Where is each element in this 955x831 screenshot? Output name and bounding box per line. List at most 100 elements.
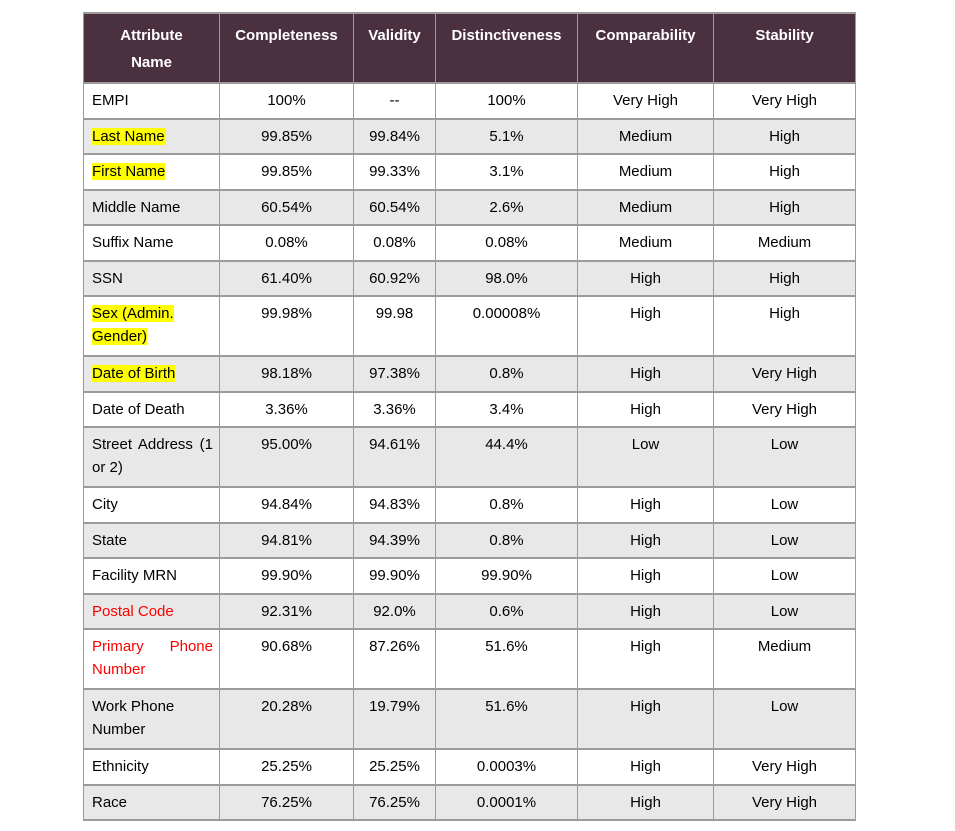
cell-comparability: Very High <box>577 82 714 120</box>
cell-distinctiveness: 0.00008% <box>435 295 578 357</box>
table-row-work-phone-number: Work Phone Number 20.28% 19.79% 51.6% High Lo… <box>83 688 856 750</box>
cell-comparability: High <box>577 486 714 524</box>
cell-validity: 99.84% <box>353 117 436 155</box>
cell-validity: 60.92% <box>353 259 436 297</box>
table-row-first-name: First Name 99.85% 99.33% 3.1% Medium High <box>83 153 856 191</box>
cell-distinctiveness: 0.8% <box>435 521 578 559</box>
cell-comparability: High <box>577 557 714 595</box>
attribute-name-text: Date of Birth <box>92 365 176 382</box>
attribute-name-text: Facility MRN <box>92 567 177 584</box>
cell-completeness: 20.28% <box>219 688 354 750</box>
table-row-middle-name: Middle Name 60.54% 60.54% 2.6% Medium High <box>83 188 856 226</box>
cell-distinctiveness: 100% <box>435 82 578 120</box>
cell-stability: Low <box>713 521 856 559</box>
cell-comparability: High <box>577 688 714 750</box>
attribute-name-text: Primary Phone Number <box>92 638 213 678</box>
table-row-street-address-1-or-2: Street Address (1 or 2) 95.00% 94.61% 44.4%… <box>83 426 856 488</box>
table-row-city: City 94.84% 94.83% 0.8% High Low <box>83 486 856 524</box>
attribute-name-text: Postal Code <box>92 602 174 620</box>
table-row-empi: EMPI 100% -- 100% Very High Very High <box>83 82 856 120</box>
cell-completeness: 95.00% <box>219 426 354 488</box>
cell-attribute-name: Ethnicity <box>83 748 220 786</box>
cell-comparability: High <box>577 259 714 297</box>
cell-completeness: 94.84% <box>219 486 354 524</box>
cell-stability: Low <box>713 426 856 488</box>
cell-stability: Very High <box>713 82 856 120</box>
cell-distinctiveness: 51.6% <box>435 628 578 690</box>
attribute-name-text: First Name <box>92 163 166 180</box>
cell-attribute-name: Facility MRN <box>83 557 220 595</box>
attribute-name-text: Date of Death <box>92 400 185 418</box>
cell-distinctiveness: 0.08% <box>435 224 578 262</box>
cell-attribute-name: Sex (Admin. Gender) <box>83 295 220 357</box>
cell-comparability: High <box>577 748 714 786</box>
cell-distinctiveness: 5.1% <box>435 117 578 155</box>
cell-distinctiveness: 0.0003% <box>435 748 578 786</box>
attribute-name-text: Race <box>92 793 128 811</box>
attribute-name-text: Last Name <box>92 127 165 145</box>
document-page: Attribute Name Completeness Validity Distin… <box>83 12 856 821</box>
cell-distinctiveness: 44.4% <box>435 426 578 488</box>
attribute-name-text: Middle Name <box>92 198 181 216</box>
attribute-name-text: Work Phone Number <box>92 698 175 738</box>
cell-comparability: High <box>577 783 714 821</box>
column-header-attribute-name: Attribute Name <box>83 12 220 84</box>
table-row-ethnicity: Ethnicity 25.25% 25.25% 0.0003% High Very Hig… <box>83 748 856 786</box>
table-header: Attribute Name Completeness Validity Distin… <box>83 12 856 84</box>
table-row-suffix-name: Suffix Name 0.08% 0.08% 0.08% Medium Medium <box>83 224 856 262</box>
attribute-name-text: Suffix Name <box>92 234 174 251</box>
cell-attribute-name: Date of Birth <box>83 355 220 393</box>
cell-attribute-name: Date of Death <box>83 390 220 428</box>
column-header-validity: Validity <box>353 12 436 84</box>
cell-stability: High <box>713 295 856 357</box>
cell-stability: Low <box>713 592 856 630</box>
cell-comparability: Medium <box>577 224 714 262</box>
cell-completeness: 60.54% <box>219 188 354 226</box>
cell-completeness: 98.18% <box>219 355 354 393</box>
cell-attribute-name: Suffix Name <box>83 224 220 262</box>
cell-validity: 76.25% <box>353 783 436 821</box>
cell-validity: -- <box>353 82 436 120</box>
cell-distinctiveness: 98.0% <box>435 259 578 297</box>
cell-completeness: 76.25% <box>219 783 354 821</box>
table-row-ssn: SSN 61.40% 60.92% 98.0% High High <box>83 259 856 297</box>
cell-completeness: 92.31% <box>219 592 354 630</box>
attribute-name-text: State <box>92 531 128 549</box>
cell-distinctiveness: 0.0001% <box>435 783 578 821</box>
cell-stability: Medium <box>713 224 856 262</box>
cell-distinctiveness: 51.6% <box>435 688 578 750</box>
cell-distinctiveness: 0.6% <box>435 592 578 630</box>
column-header-completeness: Completeness <box>219 12 354 84</box>
cell-comparability: High <box>577 592 714 630</box>
table-row-last-name: Last Name 99.85% 99.84% 5.1% Medium High <box>83 117 856 155</box>
cell-stability: Low <box>713 486 856 524</box>
attribute-name-text: Street Address (1 or 2) <box>92 436 213 476</box>
cell-attribute-name: Primary Phone Number <box>83 628 220 690</box>
cell-validity: 0.08% <box>353 224 436 262</box>
cell-stability: High <box>713 188 856 226</box>
cell-completeness: 90.68% <box>219 628 354 690</box>
cell-completeness: 61.40% <box>219 259 354 297</box>
cell-validity: 94.61% <box>353 426 436 488</box>
cell-attribute-name: Middle Name <box>83 188 220 226</box>
cell-attribute-name: EMPI <box>83 82 220 120</box>
cell-attribute-name: First Name <box>83 153 220 191</box>
cell-distinctiveness: 3.1% <box>435 153 578 191</box>
table-row-sex-admin-gender: Sex (Admin. Gender) 99.98% 99.98 0.00008% Hi… <box>83 295 856 357</box>
attribute-data-quality-table: Attribute Name Completeness Validity Distin… <box>83 12 856 821</box>
attribute-name-text: Ethnicity <box>92 758 149 775</box>
cell-completeness: 94.81% <box>219 521 354 559</box>
cell-distinctiveness: 99.90% <box>435 557 578 595</box>
attribute-name-text: SSN <box>92 269 123 287</box>
cell-comparability: High <box>577 628 714 690</box>
table-row-date-of-birth: Date of Birth 98.18% 97.38% 0.8% High Very Hi… <box>83 355 856 393</box>
column-header-distinctiveness: Distinctiveness <box>435 12 578 84</box>
cell-validity: 94.39% <box>353 521 436 559</box>
cell-distinctiveness: 0.8% <box>435 355 578 393</box>
cell-validity: 94.83% <box>353 486 436 524</box>
table-body: EMPI 100% -- 100% Very High Very High Last Nam… <box>83 82 856 821</box>
cell-comparability: Low <box>577 426 714 488</box>
cell-comparability: Medium <box>577 153 714 191</box>
cell-stability: Very High <box>713 390 856 428</box>
cell-attribute-name: City <box>83 486 220 524</box>
